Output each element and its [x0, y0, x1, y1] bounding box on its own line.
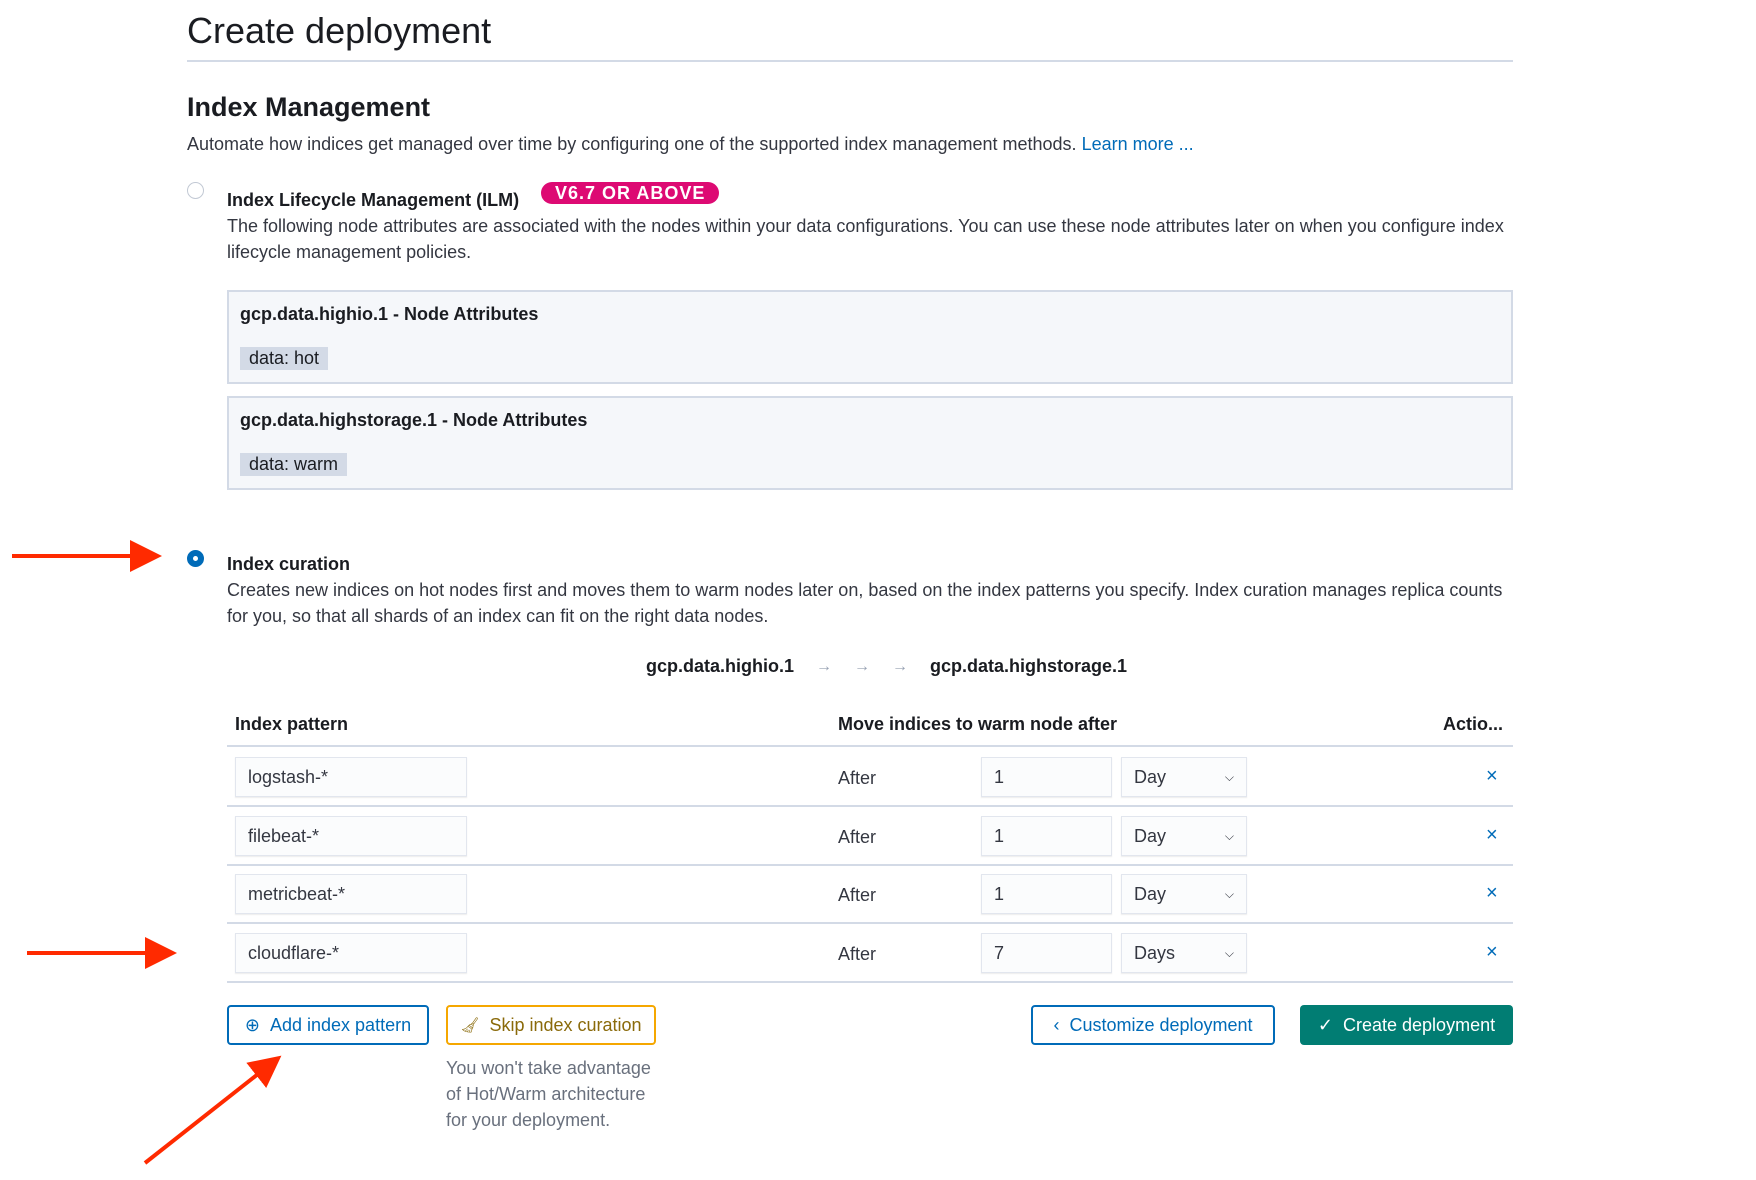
arrow-right-icon: → — [816, 657, 833, 675]
column-header-actions: Actio... — [1443, 714, 1504, 734]
divider — [227, 745, 1513, 747]
after-label: After — [838, 826, 877, 847]
ilm-radio[interactable] — [187, 182, 204, 199]
time-unit-select[interactable]: Day ⌵ — [1121, 874, 1247, 914]
check-icon: ✓ — [1317, 1014, 1333, 1035]
selected-unit: Day — [1134, 767, 1167, 787]
button-label: Skip index curation — [489, 1014, 642, 1035]
create-deployment-button[interactable]: ✓ Create deployment — [1300, 1005, 1513, 1045]
after-label: After — [838, 943, 877, 964]
chevron-left-icon: ‹ — [1053, 1014, 1060, 1035]
ilm-description: The following node attributes are associ… — [227, 216, 1504, 262]
section-description: Automate how indices get managed over ti… — [187, 134, 1194, 155]
duration-input[interactable]: 7 — [981, 932, 1112, 973]
customize-deployment-button[interactable]: ‹ Customize deployment — [1031, 1005, 1275, 1045]
curation-description: Creates new indices on hot nodes first a… — [227, 580, 1503, 626]
duration-input[interactable]: 1 — [981, 757, 1112, 797]
chevron-down-icon: ⌵ — [1224, 887, 1234, 901]
add-index-pattern-button[interactable]: ⊕ Add index pattern — [227, 1005, 429, 1045]
node-tag: data: hot — [240, 347, 329, 370]
index-pattern-input[interactable]: metricbeat-* — [235, 874, 467, 914]
chevron-down-icon: ⌵ — [1224, 770, 1234, 784]
hot-node-name: gcp.data.highio.1 — [646, 656, 795, 676]
plus-circle-icon: ⊕ — [244, 1014, 260, 1035]
after-label: After — [838, 768, 877, 788]
chevron-down-icon: ⌵ — [1224, 828, 1234, 843]
remove-row-button[interactable]: × — [1486, 940, 1498, 963]
skip-index-curation-button[interactable]: 🧹︎ Skip index curation — [446, 1005, 656, 1045]
node-attributes-panel: gcp.data.highio.1 - Node Attributes data… — [227, 290, 1513, 384]
version-badge: V6.7 OR ABOVE — [541, 182, 720, 204]
selected-unit: Day — [1134, 884, 1167, 904]
selected-unit: Days — [1134, 942, 1176, 963]
duration-input[interactable]: 1 — [981, 874, 1112, 914]
selected-unit: Day — [1134, 825, 1167, 846]
divider — [227, 922, 1513, 924]
button-label: Add index pattern — [269, 1014, 412, 1035]
index-pattern-input[interactable]: logstash-* — [235, 757, 467, 797]
remove-row-button[interactable]: × — [1486, 882, 1498, 904]
description-text: Automate how indices get managed over ti… — [187, 134, 1077, 154]
ilm-title: Index Lifecycle Management (ILM) — [227, 190, 520, 210]
button-label: Customize deployment — [1069, 1014, 1253, 1035]
node-title: gcp.data.highio.1 - Node Attributes — [240, 304, 539, 324]
remove-row-button[interactable]: × — [1486, 823, 1498, 846]
remove-row-button[interactable]: × — [1486, 765, 1498, 787]
warm-node-name: gcp.data.highstorage.1 — [930, 656, 1128, 676]
time-unit-select[interactable]: Day ⌵ — [1121, 757, 1247, 797]
time-unit-select[interactable]: Days ⌵ — [1121, 932, 1247, 973]
arrow-right-icon: → — [892, 657, 909, 675]
skip-help-text: You won't take advantage of Hot/Warm arc… — [446, 1058, 651, 1130]
curation-title: Index curation — [227, 554, 351, 574]
node-flow: gcp.data.highio.1 → → → gcp.data.highsto… — [646, 656, 1127, 677]
divider — [227, 863, 1513, 866]
node-title: gcp.data.highstorage.1 - Node Attributes — [240, 410, 588, 430]
divider — [227, 805, 1513, 807]
column-header-move-after: Move indices to warm node after — [838, 714, 1118, 734]
after-label: After — [838, 885, 877, 905]
node-attributes-panel: gcp.data.highstorage.1 - Node Attributes… — [227, 396, 1513, 490]
divider — [227, 980, 1513, 983]
button-label: Create deployment — [1343, 1014, 1496, 1035]
index-pattern-input[interactable]: cloudflare-* — [235, 932, 467, 973]
time-unit-select[interactable]: Day ⌵ — [1121, 815, 1247, 856]
arrow-right-icon: → — [854, 657, 871, 675]
index-pattern-input[interactable]: filebeat-* — [235, 815, 467, 856]
annotation-arrow — [143, 1055, 282, 1165]
page-title: Create deployment — [187, 10, 492, 51]
node-tag: data: warm — [240, 453, 348, 476]
index-curation-radio[interactable] — [187, 550, 204, 567]
learn-more-link[interactable]: Learn more ... — [1081, 134, 1194, 154]
divider — [187, 60, 1513, 62]
duration-input[interactable]: 1 — [981, 815, 1112, 856]
column-header-index-pattern: Index pattern — [235, 714, 349, 734]
broom-icon: 🧹︎ — [460, 1017, 480, 1034]
section-title: Index Management — [187, 92, 431, 122]
chevron-down-icon: ⌵ — [1224, 945, 1234, 960]
